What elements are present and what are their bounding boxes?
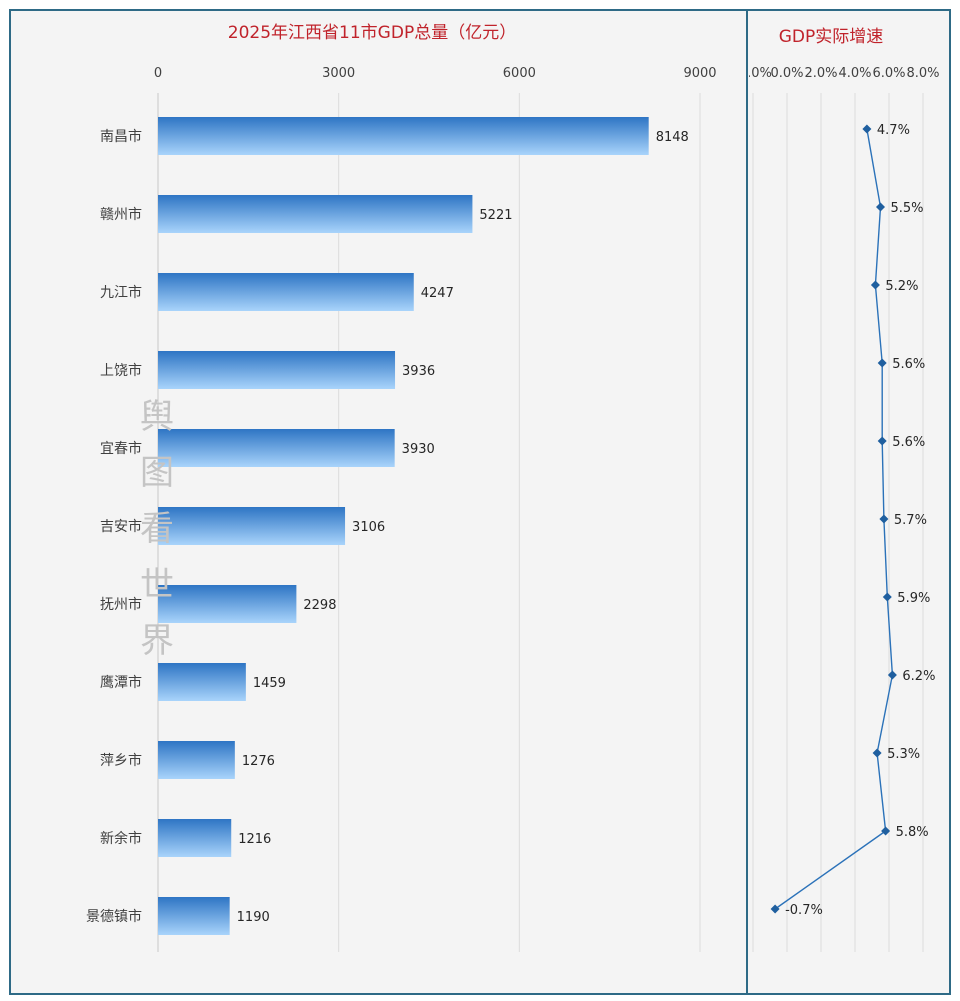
bar-tick-label: 3000 [322, 66, 355, 81]
gdp-value-label: 1276 [242, 754, 275, 769]
bar-axis-ticks: 0 3000 6000 9000 [154, 66, 717, 81]
growth-marker [879, 514, 889, 524]
watermark-char: 世 [140, 565, 174, 605]
watermark-char: 界 [140, 621, 174, 661]
growth-tick-label: -2.0% [734, 66, 772, 81]
gdp-bar [158, 897, 230, 935]
growth-value-label: 5.6% [892, 435, 925, 450]
growth-marker [877, 436, 887, 446]
gdp-value-label: 4247 [421, 286, 454, 301]
gdp-value-label: 3936 [402, 364, 435, 379]
city-label: 吉安市 [100, 518, 142, 535]
city-label: 宜春市 [100, 440, 142, 457]
city-label: 萍乡市 [100, 752, 142, 769]
growth-marker [862, 124, 872, 134]
bar-tick-label: 6000 [503, 66, 536, 81]
growth-value-label: 5.3% [887, 747, 920, 762]
growth-tick-label: 2.0% [804, 66, 837, 81]
gdp-value-label: 2298 [303, 598, 336, 613]
gdp-bar [158, 117, 649, 155]
right-panel [746, 9, 951, 995]
gdp-bar [158, 507, 346, 545]
watermark-char: 图 [140, 453, 174, 493]
city-label: 抚州市 [100, 596, 142, 613]
gdp-value-label: 3930 [402, 442, 435, 457]
bar-tick-label: 0 [154, 66, 162, 81]
growth-marker [881, 826, 891, 836]
growth-tick-label: 8.0% [906, 66, 939, 81]
gdp-bars [158, 117, 649, 935]
growth-tick-label: 6.0% [872, 66, 905, 81]
growth-gridlines [752, 93, 924, 952]
growth-value-label: 5.6% [892, 357, 925, 372]
city-label: 九江市 [100, 284, 142, 301]
city-label: 上饶市 [100, 362, 142, 379]
growth-value-label: 5.7% [894, 513, 927, 528]
growth-value-label: 5.2% [885, 279, 918, 294]
city-label: 新余市 [100, 830, 142, 847]
gdp-bar [158, 351, 396, 389]
growth-marker [882, 592, 892, 602]
bar-chart-title: 2025年江西省11市GDP总量（亿元） [228, 23, 516, 43]
gdp-bar [158, 819, 232, 857]
watermark-char: 舆 [140, 397, 174, 437]
bar-tick-label: 9000 [683, 66, 716, 81]
growth-value-label: 5.8% [896, 825, 929, 840]
growth-value-label: 5.5% [891, 201, 924, 216]
growth-tick-label: 4.0% [838, 66, 871, 81]
growth-axis-ticks: -2.0%0.0% 2.0% 4.0% 6.0% 8.0% [734, 66, 940, 81]
gdp-bar [158, 429, 395, 467]
growth-marker [877, 358, 887, 368]
gdp-value-label: 5221 [479, 208, 512, 223]
growth-marker [870, 280, 880, 290]
growth-markers [770, 124, 897, 914]
city-label: 鹰潭市 [100, 674, 142, 691]
growth-value-label: -0.7% [785, 903, 823, 918]
growth-marker [887, 670, 897, 680]
growth-tick-label: 0.0% [770, 66, 803, 81]
growth-value-labels: 4.7% 5.5% 5.2% 5.6% 5.6% 5.7% 5.9% 6.2% 5.3% 5.8%… [785, 123, 935, 918]
growth-chart-title: GDP实际增速 [779, 27, 884, 47]
growth-value-label: 6.2% [902, 669, 935, 684]
gdp-value-label: 1216 [238, 832, 271, 847]
gdp-bar [158, 741, 235, 779]
gdp-value-label: 1190 [237, 910, 270, 925]
gdp-value-label: 8148 [656, 130, 689, 145]
growth-marker [876, 202, 885, 212]
gdp-bar [158, 195, 473, 233]
growth-marker [770, 904, 780, 914]
gdp-bar [158, 663, 246, 701]
city-label: 赣州市 [100, 206, 142, 223]
watermark-char: 看 [140, 509, 174, 549]
gdp-value-labels: 8148 5221 4247 3936 3930 3106 2298 1459 1276 1216… [237, 130, 689, 925]
city-label: 景德镇市 [86, 908, 142, 925]
gdp-bar [158, 585, 297, 623]
gdp-bar [158, 273, 414, 311]
gdp-value-label: 3106 [352, 520, 385, 535]
gdp-value-label: 1459 [253, 676, 286, 691]
growth-marker [872, 748, 882, 758]
growth-value-label: 5.9% [897, 591, 930, 606]
left-panel [9, 9, 748, 995]
city-label: 南昌市 [100, 128, 142, 145]
growth-value-label: 4.7% [877, 123, 910, 138]
